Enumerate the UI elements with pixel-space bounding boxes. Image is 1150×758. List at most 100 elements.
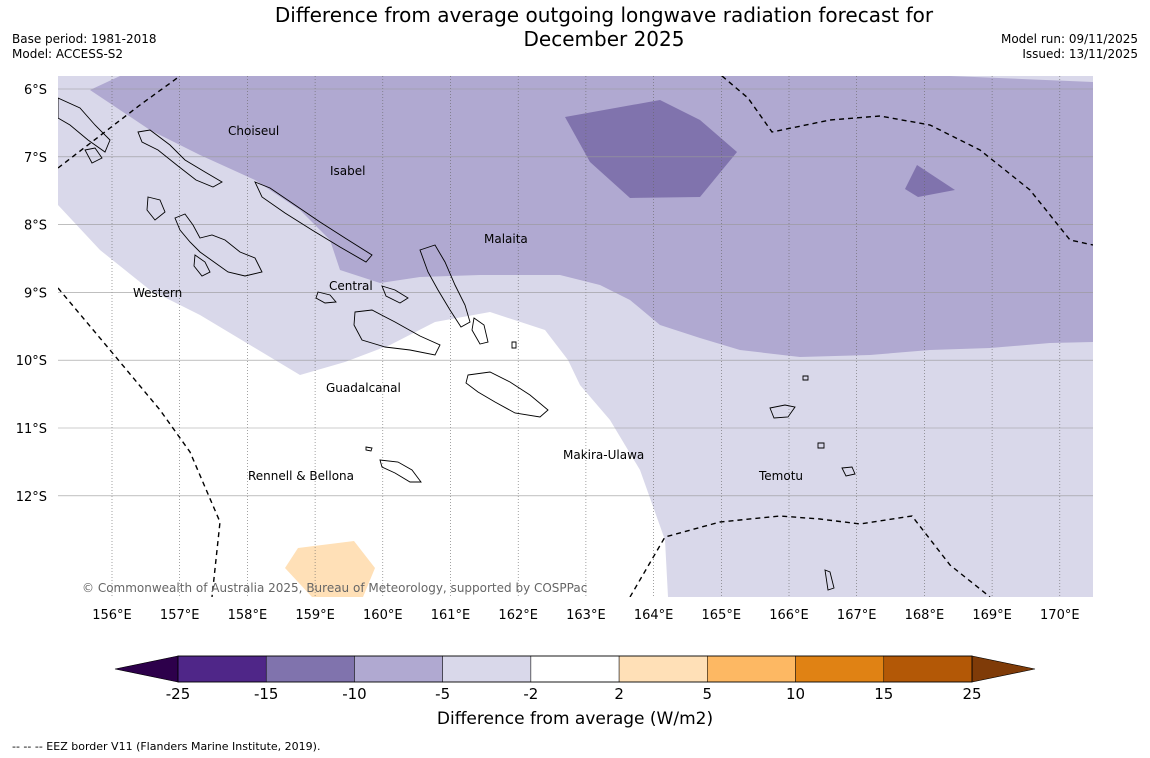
colorbar-tick: -15 [254, 685, 279, 703]
longitude-label: 168°E [905, 608, 945, 623]
longitude-label: 165°E [702, 608, 742, 623]
colorbar-tick: 25 [962, 685, 981, 703]
island-anuta [824, 569, 835, 591]
colorbar-segment [265, 655, 355, 683]
longitude-label: 157°E [160, 608, 200, 623]
longitude-label: 156°E [92, 608, 132, 623]
island-guadalcanal [353, 309, 441, 356]
label-malaita: Malaita [484, 232, 528, 246]
longitude-label: 166°E [769, 608, 809, 623]
latitude-label: 12°S [16, 490, 47, 505]
eez-legend-note: -- -- -- EEZ border V11 (Flanders Marine… [12, 740, 321, 753]
gridlines [58, 76, 1093, 597]
copyright-text: © Commonwealth of Australia 2025, Bureau… [82, 581, 587, 595]
colorbar-segment [883, 655, 973, 683]
latitude-label: 10°S [16, 354, 47, 369]
longitude-label: 162°E [498, 608, 538, 623]
longitude-label: 167°E [837, 608, 877, 623]
island-tikopia [817, 442, 825, 449]
label-temotu: Temotu [758, 469, 803, 483]
island-vella [146, 196, 166, 221]
eez-border-north-west [58, 76, 181, 169]
chart-title: Difference from average outgoing longwav… [0, 3, 1150, 51]
colorbar-segment [707, 655, 796, 683]
island-small-malaita [471, 317, 489, 345]
anomaly-region-m15-m10 [565, 100, 737, 198]
eez-borders [58, 76, 1093, 597]
longitude-label: 169°E [972, 608, 1012, 623]
meta-left: Base period: 1981-2018 Model: ACCESS-S2 [12, 32, 157, 62]
olr-anomaly-map: Choiseul Isabel Malaita Western Central … [16, 76, 1093, 623]
anomaly-region-m15-m10-east [905, 165, 955, 197]
island-duff [802, 375, 809, 381]
colorbar-segment [442, 655, 532, 683]
latitude-label: 7°S [24, 151, 47, 166]
title-line-1: Difference from average outgoing longwav… [274, 3, 934, 27]
longitude-label: 161°E [431, 608, 471, 623]
colorbar-tick: -10 [342, 685, 367, 703]
anomaly-region-p2-p5 [285, 541, 375, 597]
island-malaita [419, 244, 471, 328]
colorbar-high-extend [971, 655, 1036, 683]
island-makira [465, 371, 549, 418]
longitude-labels: 156°E 157°E 158°E 159°E 160°E 161°E 162°E 163°E… [92, 608, 1079, 623]
model-run-text: Model run: 09/11/2025 [1000, 32, 1138, 46]
island-rennell [379, 459, 422, 483]
label-rennell-bellona: Rennell & Bellona [248, 469, 354, 483]
longitude-label: 170°E [1040, 608, 1080, 623]
colorbar-tick-labels: -25 -15 -10 -5 -2 2 5 10 15 25 [166, 685, 982, 703]
latitude-label: 11°S [16, 422, 47, 437]
colorbar-tick: 5 [703, 685, 713, 703]
label-isabel: Isabel [330, 164, 365, 178]
island-florida [315, 291, 337, 304]
island-bougainville-tip [58, 97, 111, 153]
colorbar-segment [618, 655, 708, 683]
colorbar-low-extend [114, 655, 179, 683]
longitude-label: 160°E [363, 608, 403, 623]
colorbar-tick: -25 [166, 685, 191, 703]
island-shortland [84, 147, 103, 164]
anomaly-region-m10-m5 [90, 76, 1093, 357]
island-vanikoro [841, 466, 856, 477]
colorbar-tick: 2 [614, 685, 624, 703]
longitude-label: 163°E [566, 608, 606, 623]
latitude-labels: 6°S 7°S 8°S 9°S 10°S 11°S 12°S [16, 83, 47, 505]
issued-text: Issued: 13/11/2025 [1022, 47, 1138, 61]
island-sikaiana [511, 341, 517, 349]
colorbar-tick: -5 [435, 685, 450, 703]
latitude-label: 9°S [24, 286, 47, 301]
eez-border-north-east [721, 76, 1093, 246]
province-labels: Choiseul Isabel Malaita Western Central … [133, 124, 803, 483]
eez-border-south-east [629, 515, 991, 597]
eez-border-south-west [58, 287, 221, 597]
base-period-text: Base period: 1981-2018 [12, 32, 157, 46]
coastlines [58, 97, 856, 591]
colorbar-segment [354, 655, 443, 683]
colorbar-tick: 10 [786, 685, 805, 703]
colorbar-tick: -2 [523, 685, 538, 703]
label-choiseul: Choiseul [228, 124, 279, 138]
island-bellona [365, 446, 373, 452]
island-ranongga [193, 254, 211, 277]
colorbar-segment [177, 655, 267, 683]
label-central: Central [329, 279, 373, 293]
colorbar-segments [177, 655, 973, 683]
label-makira-ulawa: Makira-Ulawa [563, 448, 644, 462]
label-guadalcanal: Guadalcanal [326, 381, 401, 395]
colorbar-tick: 15 [874, 685, 893, 703]
longitude-label: 159°E [295, 608, 335, 623]
colorbar-segment [795, 655, 885, 683]
latitude-label: 8°S [24, 219, 47, 234]
latitude-label: 6°S [24, 83, 47, 98]
colorbar-label: Difference from average (W/m2) [436, 709, 714, 729]
island-russell [381, 285, 409, 304]
meta-right: Model run: 09/11/2025 Issued: 13/11/2025 [1001, 32, 1138, 62]
island-new-georgia [174, 213, 263, 277]
label-western: Western [133, 286, 182, 300]
island-isabel [254, 181, 373, 263]
longitude-label: 158°E [228, 608, 268, 623]
island-santa-cruz [769, 404, 796, 419]
island-choiseul [137, 129, 223, 188]
map-frame: Choiseul Isabel Malaita Western Central … [58, 76, 1093, 597]
colorbar-outline [177, 655, 973, 683]
